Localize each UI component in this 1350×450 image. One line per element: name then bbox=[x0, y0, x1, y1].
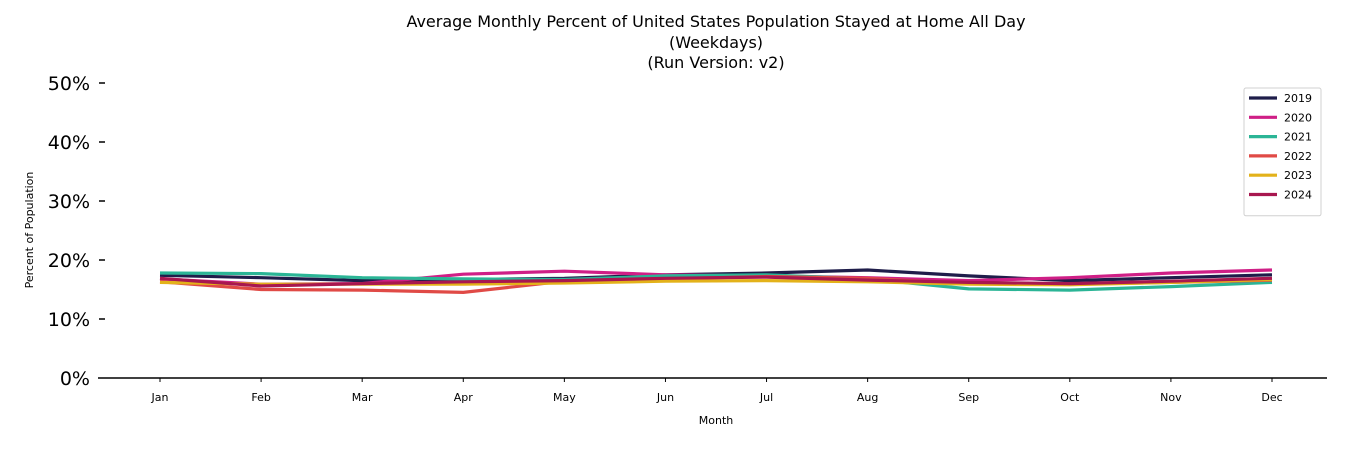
x-axis: Jan Feb Mar Apr May Jun Jul Aug Sep Oct Nov Dec bbox=[98, 377, 1327, 404]
y-tick-label: 0% bbox=[60, 368, 90, 390]
series-line-2021 bbox=[159, 271, 1273, 292]
x-tick-label: Dec bbox=[1261, 391, 1282, 404]
chart-title-line-1: Average Monthly Percent of United States… bbox=[406, 12, 1025, 31]
x-tick-label: Jan bbox=[151, 391, 169, 404]
legend-label: 2019 bbox=[1284, 92, 1312, 105]
x-tick-label: Nov bbox=[1160, 391, 1182, 404]
y-axis: 0% 10% 20% 30% 40% 50% bbox=[48, 73, 105, 390]
legend-entry: 2023 bbox=[1249, 169, 1312, 182]
x-tick-label: Aug bbox=[857, 391, 878, 404]
x-tick-label: May bbox=[553, 391, 576, 404]
y-tick-label: 20% bbox=[48, 250, 90, 272]
legend-entry: 2021 bbox=[1249, 131, 1312, 144]
legend-box bbox=[1243, 87, 1322, 217]
x-tick-label: Jun bbox=[656, 391, 674, 404]
chart-title: Average Monthly Percent of United States… bbox=[406, 12, 1025, 72]
legend-label: 2023 bbox=[1284, 169, 1312, 182]
legend-label: 2024 bbox=[1284, 189, 1312, 202]
legend-label: 2020 bbox=[1284, 111, 1312, 124]
chart-title-line-2: (Weekdays) bbox=[669, 33, 763, 52]
x-tick-label: Oct bbox=[1060, 391, 1080, 404]
x-tick-label: Mar bbox=[352, 391, 373, 404]
series-line-2024 bbox=[159, 275, 1273, 288]
y-tick-label: 10% bbox=[48, 309, 90, 331]
legend: 2019 2020 2021 2022 2023 2024 bbox=[1243, 87, 1322, 217]
x-tick-label: Sep bbox=[958, 391, 979, 404]
legend-entry: 2019 bbox=[1249, 92, 1312, 105]
y-axis-label: Percent of Population bbox=[23, 172, 36, 289]
legend-entry: 2024 bbox=[1249, 189, 1312, 202]
x-tick-label: Apr bbox=[454, 391, 474, 404]
chart-title-line-3: (Run Version: v2) bbox=[647, 53, 784, 72]
series-layer bbox=[159, 268, 1273, 294]
y-tick-label: 50% bbox=[48, 73, 90, 95]
legend-entry: 2022 bbox=[1249, 150, 1312, 163]
y-tick-label: 40% bbox=[48, 132, 90, 154]
x-tick-label: Feb bbox=[251, 391, 270, 404]
x-axis-label: Month bbox=[699, 414, 734, 427]
legend-entry: 2020 bbox=[1249, 111, 1312, 124]
x-tick-label: Jul bbox=[759, 391, 773, 404]
y-tick-label: 30% bbox=[48, 191, 90, 213]
legend-label: 2021 bbox=[1284, 131, 1312, 144]
legend-label: 2022 bbox=[1284, 150, 1312, 163]
